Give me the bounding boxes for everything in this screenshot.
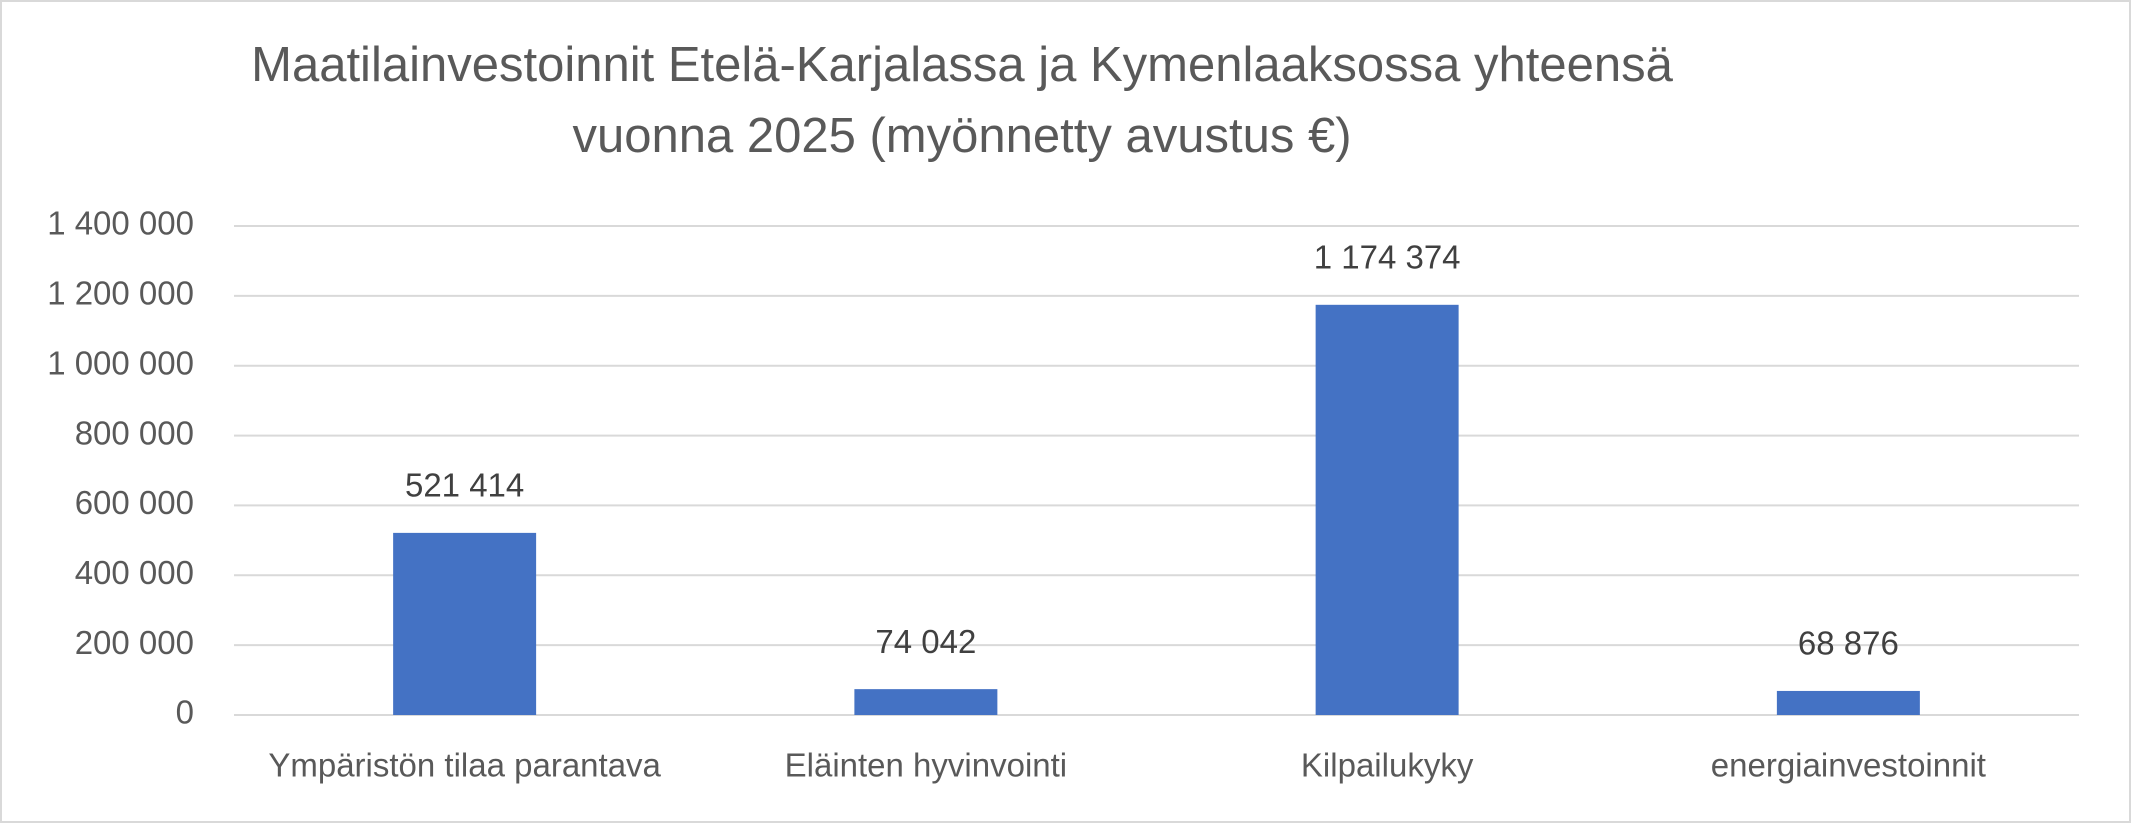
x-tick-label: Kilpailukyky xyxy=(1301,747,1474,784)
value-label: 68 876 xyxy=(1798,625,1899,662)
y-tick-label: 200 000 xyxy=(75,624,194,661)
bar xyxy=(1315,304,1459,715)
x-tick-label: Ympäristön tilaa parantava xyxy=(268,747,661,784)
y-tick-label: 400 000 xyxy=(75,554,194,591)
y-tick-label: 600 000 xyxy=(75,484,194,521)
y-tick-label: 1 000 000 xyxy=(47,344,194,381)
y-tick-label: 1 400 000 xyxy=(47,205,194,242)
bar xyxy=(854,689,998,715)
chart-title: vuonna 2025 (myönnetty avustus €) xyxy=(572,109,1351,163)
bar xyxy=(1776,690,1920,715)
x-tick-label: energiainvestoinnit xyxy=(1711,747,1986,784)
y-tick-label: 0 xyxy=(176,694,194,731)
bar xyxy=(393,532,537,715)
value-label: 521 414 xyxy=(405,467,524,504)
value-label: 1 174 374 xyxy=(1314,239,1461,276)
value-label: 74 042 xyxy=(875,623,976,660)
y-tick-label: 1 200 000 xyxy=(47,275,194,312)
chart-title: Maatilainvestoinnit Etelä-Karjalassa ja … xyxy=(251,38,1673,92)
y-tick-label: 800 000 xyxy=(75,414,194,451)
x-tick-label: Eläinten hyvinvointi xyxy=(785,747,1068,784)
